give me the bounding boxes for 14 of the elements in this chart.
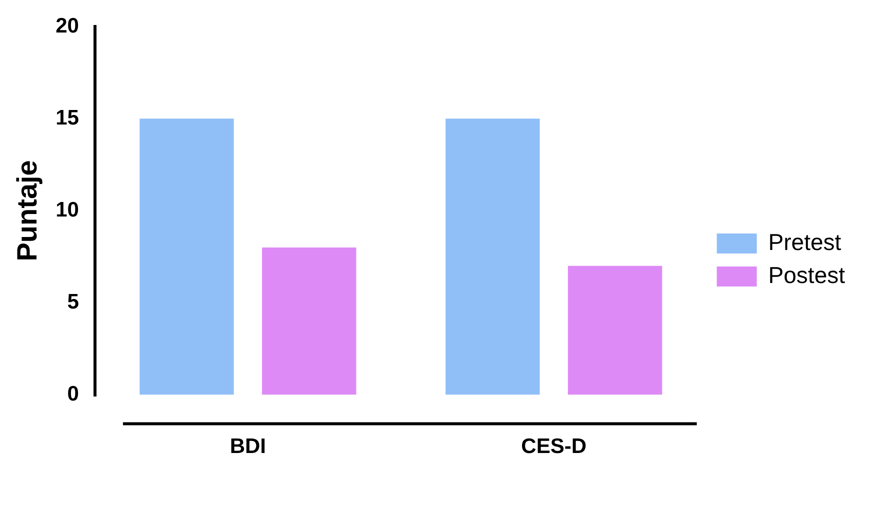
legend-label: Postest [768, 262, 846, 288]
x-tick-label: BDI [230, 435, 266, 458]
bar [568, 266, 662, 395]
y-tick-label: 15 [56, 106, 80, 130]
bar [446, 118, 540, 395]
y-tick-label: 10 [56, 198, 79, 222]
y-tick-label: 0 [67, 382, 79, 406]
y-axis-title: Puntaje [12, 160, 43, 262]
x-tick-label: CES-D [521, 435, 587, 458]
bar [262, 248, 356, 395]
y-tick-label: 5 [67, 290, 80, 314]
y-tick-label: 20 [56, 14, 79, 38]
legend-label: Pretest [768, 228, 842, 255]
bar [140, 118, 234, 395]
